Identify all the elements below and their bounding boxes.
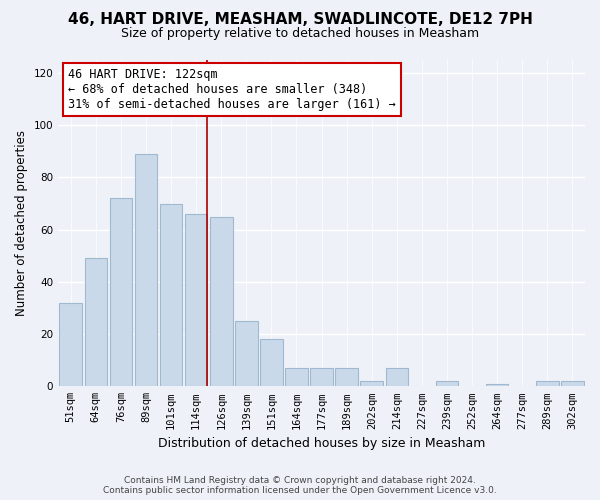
Bar <box>85 258 107 386</box>
Bar <box>260 340 283 386</box>
Bar <box>235 321 257 386</box>
Bar <box>335 368 358 386</box>
Y-axis label: Number of detached properties: Number of detached properties <box>15 130 28 316</box>
Bar <box>486 384 508 386</box>
Bar <box>386 368 408 386</box>
Bar <box>285 368 308 386</box>
Bar <box>185 214 208 386</box>
Text: Size of property relative to detached houses in Measham: Size of property relative to detached ho… <box>121 28 479 40</box>
Text: 46, HART DRIVE, MEASHAM, SWADLINCOTE, DE12 7PH: 46, HART DRIVE, MEASHAM, SWADLINCOTE, DE… <box>68 12 532 28</box>
Bar <box>110 198 132 386</box>
Bar <box>361 381 383 386</box>
Bar <box>436 381 458 386</box>
Text: 46 HART DRIVE: 122sqm
← 68% of detached houses are smaller (348)
31% of semi-det: 46 HART DRIVE: 122sqm ← 68% of detached … <box>68 68 396 111</box>
Bar <box>210 216 233 386</box>
Bar <box>536 381 559 386</box>
Bar <box>160 204 182 386</box>
X-axis label: Distribution of detached houses by size in Measham: Distribution of detached houses by size … <box>158 437 485 450</box>
Text: Contains HM Land Registry data © Crown copyright and database right 2024.
Contai: Contains HM Land Registry data © Crown c… <box>103 476 497 495</box>
Bar <box>134 154 157 386</box>
Bar <box>561 381 584 386</box>
Bar <box>59 303 82 386</box>
Bar <box>310 368 333 386</box>
